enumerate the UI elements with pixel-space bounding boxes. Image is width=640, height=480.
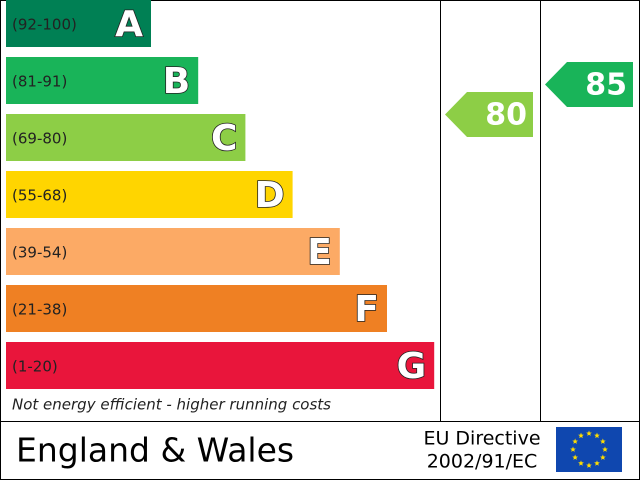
band — [6, 0, 151, 47]
band — [6, 285, 387, 332]
flag-star — [600, 454, 606, 460]
band — [6, 114, 246, 161]
band-letter: E — [307, 232, 332, 273]
flag-star — [572, 454, 578, 460]
band — [6, 228, 340, 275]
flag-star — [602, 446, 608, 452]
band-range: (55-68) — [12, 187, 67, 205]
band-range: (92-100) — [12, 16, 77, 34]
flag-star — [578, 460, 584, 466]
band-range: (1-20) — [12, 358, 58, 376]
region: England & Wales — [16, 431, 294, 470]
flag-star — [572, 438, 578, 444]
band-letter: F — [354, 289, 379, 330]
eu-flag — [556, 427, 622, 472]
band-letter: A — [115, 4, 143, 45]
flag-star — [586, 430, 592, 436]
band-range: (69-80) — [12, 130, 67, 148]
footnote: Not energy efficient - higher running co… — [12, 396, 331, 414]
flag-star — [594, 432, 600, 439]
band-letter: D — [255, 175, 285, 216]
band-range: (39-54) — [12, 244, 67, 262]
band-letter: G — [397, 346, 427, 387]
flag-star — [594, 460, 600, 466]
band-range: (21-38) — [12, 301, 67, 319]
band-letter: B — [163, 61, 190, 102]
flag-star — [600, 438, 606, 444]
band-letter: C — [211, 118, 237, 159]
band — [6, 171, 293, 218]
rating-arrow — [445, 92, 533, 137]
band-range: (81-91) — [12, 73, 67, 91]
directive: 2002/91/EC — [427, 451, 538, 473]
rating-value: 80 — [485, 98, 527, 133]
band — [6, 342, 435, 389]
band — [6, 57, 199, 104]
flag-star — [570, 446, 576, 452]
rating-value: 85 — [585, 68, 627, 103]
rating-arrow — [545, 62, 633, 107]
flag-star — [586, 462, 592, 468]
flag-star — [578, 432, 584, 439]
directive: EU Directive — [423, 428, 540, 450]
